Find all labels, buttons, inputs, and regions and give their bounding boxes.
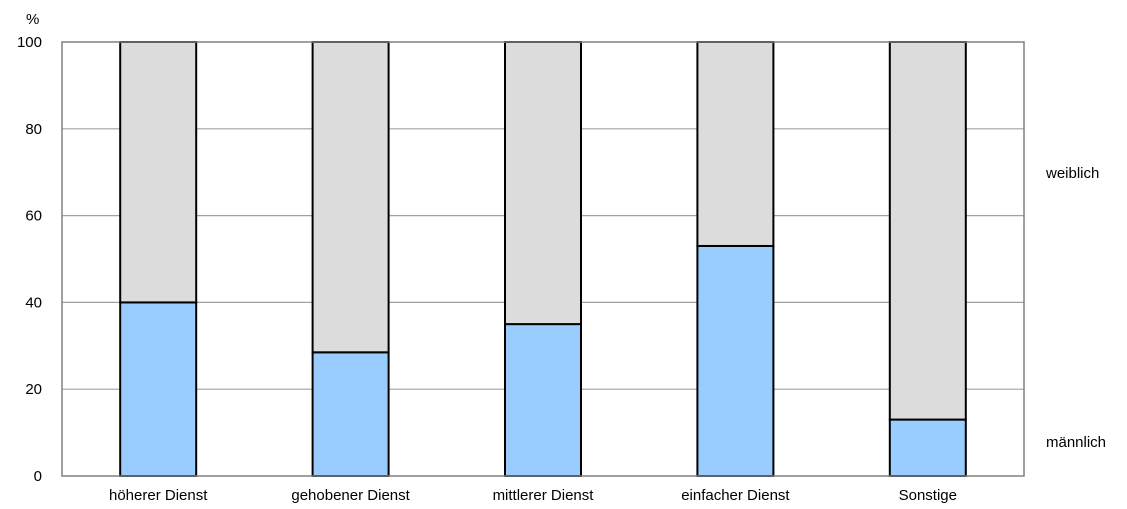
bar-segment-maennlich [888, 418, 967, 477]
bar-segment-weiblich [504, 41, 582, 326]
bar-segment-weiblich [696, 41, 775, 247]
bars [119, 41, 967, 477]
legend: männlich weiblich [1045, 165, 1106, 451]
x-tick-label: mittlerer Dienst [493, 487, 595, 504]
y-tick-label: 20 [25, 381, 42, 398]
y-axis-label: % [26, 11, 39, 28]
bar-segment-maennlich [311, 351, 390, 477]
x-tick-label: Sonstige [899, 487, 957, 504]
bar-segment-weiblich [888, 41, 967, 421]
y-axis-ticks: 0 20 40 60 80 100 [17, 34, 42, 485]
x-tick-label: höherer Dienst [109, 487, 208, 504]
y-tick-label: 60 [25, 208, 42, 225]
y-tick-label: 80 [25, 121, 42, 138]
x-tick-label: einfacher Dienst [681, 487, 790, 504]
bar-segment-maennlich [696, 244, 775, 477]
legend-entry: männlich [1046, 434, 1106, 451]
bar-segment-maennlich [504, 323, 582, 477]
legend-entry: weiblich [1045, 165, 1099, 182]
bar-segment-weiblich [311, 41, 390, 354]
y-tick-label: 40 [25, 294, 42, 311]
x-axis-ticks: höherer Dienst gehobener Dienst mittlerer … [109, 487, 957, 504]
y-tick-label: 0 [34, 468, 42, 485]
bar-segment-maennlich [119, 301, 198, 477]
x-tick-label: gehobener Dienst [291, 487, 410, 504]
plot-area-frame [61, 41, 1025, 477]
bar-segment-weiblich [119, 41, 198, 304]
y-tick-label: 100 [17, 34, 42, 51]
